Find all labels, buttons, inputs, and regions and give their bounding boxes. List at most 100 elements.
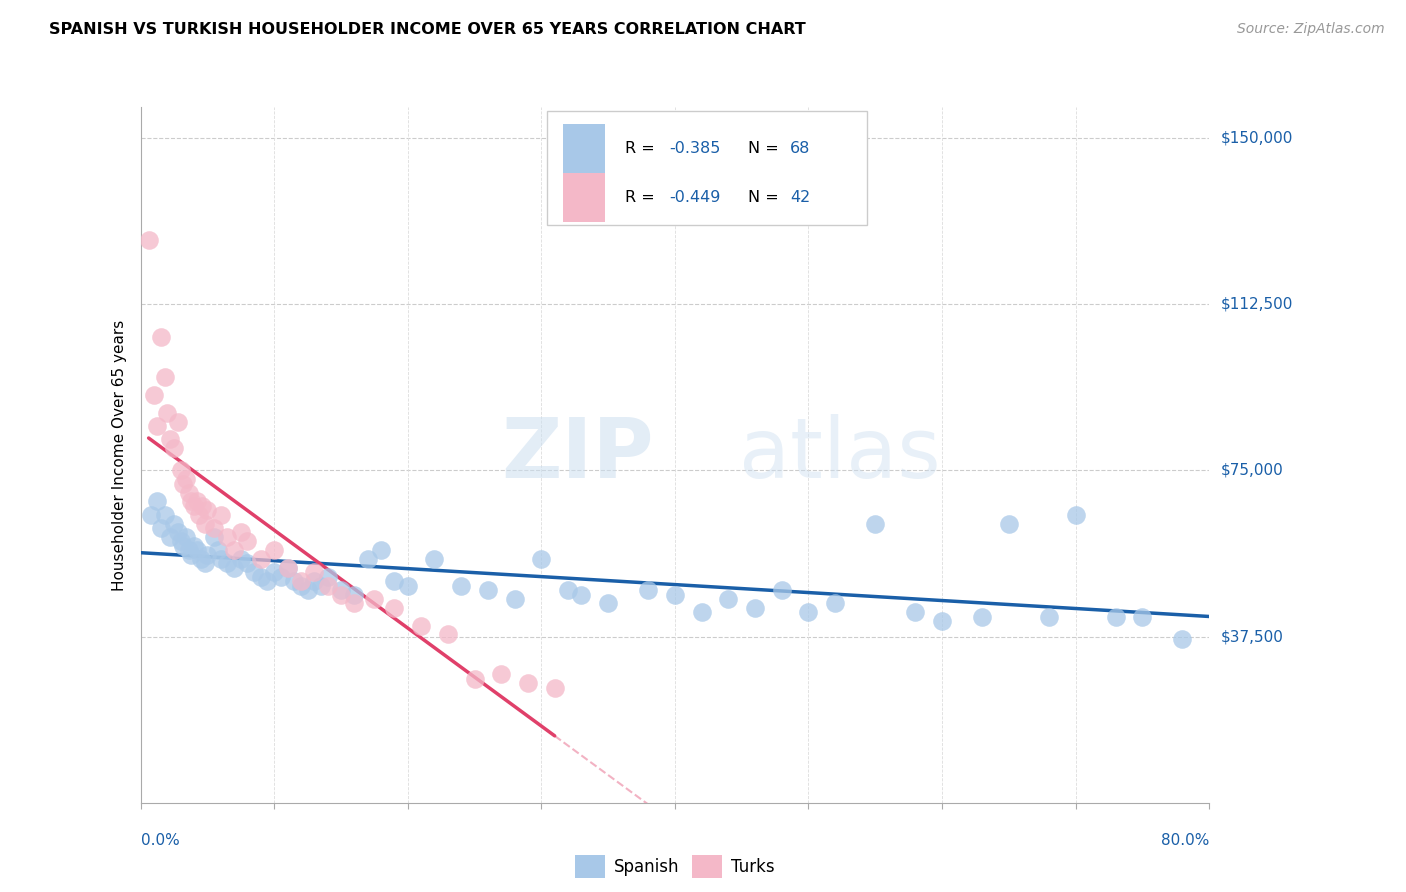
Point [256,574,278,589]
Point [141,508,163,522]
Point [250,552,273,566]
Point [450,579,472,593]
Point [153,370,176,384]
Point [217,530,239,544]
Text: 42: 42 [790,190,810,205]
Point [283,574,305,589]
Point [363,591,385,606]
Point [180,548,202,562]
Point [174,472,197,486]
Point [664,587,686,601]
Point [972,609,994,624]
Point [330,583,353,598]
Point [250,570,273,584]
Point [153,508,176,522]
Point [571,587,593,601]
Point [304,566,326,580]
Point [316,579,339,593]
Point [145,494,167,508]
Point [270,570,292,584]
Point [637,583,659,598]
Point [309,579,332,593]
Point [183,539,205,553]
Point [277,561,299,575]
Point [177,543,200,558]
Point [598,596,620,610]
Point [396,579,419,593]
Point [477,583,499,598]
Point [316,570,339,584]
Point [1105,609,1128,624]
Text: R =: R = [624,190,659,205]
Point [188,508,211,522]
Point [503,591,526,606]
Point [1171,632,1194,646]
Point [174,530,197,544]
Text: Source: ZipAtlas.com: Source: ZipAtlas.com [1237,22,1385,37]
Point [195,503,219,517]
Text: -0.449: -0.449 [669,190,721,205]
Point [357,552,380,566]
Point [183,499,205,513]
Point [236,534,259,549]
Point [149,330,172,344]
Point [172,476,194,491]
Point [824,596,846,610]
Point [411,618,433,632]
Point [236,557,259,571]
Text: N =: N = [748,190,783,205]
Point [437,627,460,641]
Bar [562,125,606,173]
Point [229,552,252,566]
Point [191,499,214,513]
Point [202,530,225,544]
Point [530,552,553,566]
Legend: Spanish, Turks: Spanish, Turks [568,848,782,885]
Point [169,463,191,477]
Point [557,583,579,598]
Point [194,557,217,571]
Text: -0.385: -0.385 [669,141,721,156]
Point [156,406,179,420]
Point [290,574,312,589]
Point [304,574,326,589]
Point [543,681,565,695]
Point [277,561,299,575]
Point [195,548,219,562]
Text: atlas: atlas [740,415,941,495]
Point [263,566,285,580]
Point [330,587,353,601]
Text: R =: R = [624,141,659,156]
Point [159,433,181,447]
Point [222,561,246,575]
Text: $75,000: $75,000 [1220,463,1284,478]
Point [1132,609,1154,624]
Point [491,667,513,681]
Point [517,676,540,690]
Point [382,600,406,615]
Point [159,530,181,544]
Point [202,521,225,535]
Point [1064,508,1087,522]
Point [290,579,312,593]
Text: 68: 68 [790,141,811,156]
Point [145,419,167,434]
Point [770,583,793,598]
Text: $150,000: $150,000 [1220,130,1292,145]
Point [186,494,208,508]
Point [904,605,927,619]
Point [207,543,229,558]
Point [243,566,266,580]
Point [343,587,366,601]
Point [229,525,252,540]
Point [464,672,486,686]
Point [169,534,191,549]
Point [343,596,366,610]
Text: $112,500: $112,500 [1220,297,1292,311]
Point [180,494,202,508]
Point [382,574,406,589]
Point [217,557,239,571]
Bar [562,173,606,222]
Point [190,552,212,566]
Point [163,442,186,456]
